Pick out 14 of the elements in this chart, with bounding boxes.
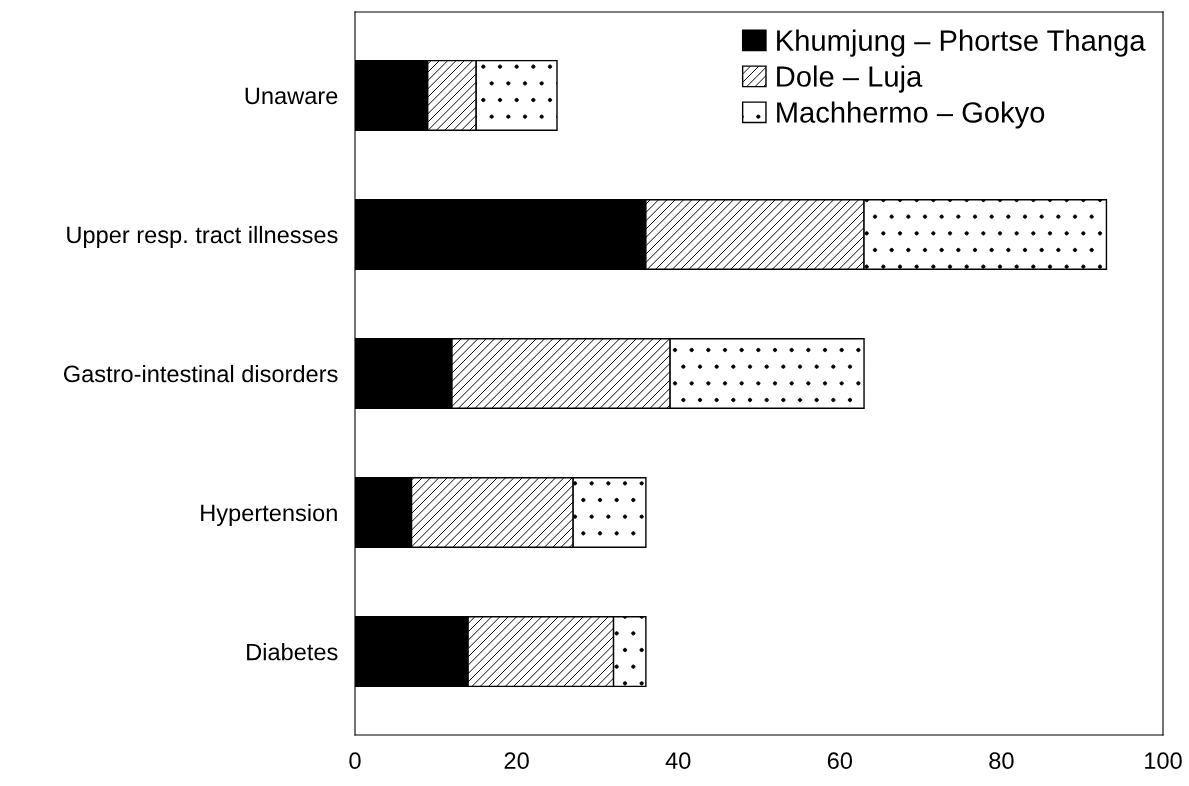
y-tick-label: Diabetes: [247, 643, 338, 661]
legend-label: Khumjung – Phortse Thanga: [777, 29, 1146, 57]
text: Machhermo – Gokyo: [777, 101, 1045, 129]
x-tick-label: 60: [827, 752, 853, 770]
y-tick-label: Gastro-intestinal disorders: [63, 364, 338, 383]
x-tick-label: 40: [665, 752, 691, 770]
y-tick-label: Unaware: [245, 87, 338, 105]
y-tick-label: Hypertension: [201, 503, 337, 526]
x-tick-label: 100: [1145, 752, 1182, 770]
x-tick-label: 80: [989, 752, 1014, 770]
x-tick-label: 20: [504, 752, 529, 770]
text: Dole – Luja: [777, 65, 923, 93]
y-tick-label: Upper resp. tract illnesses: [67, 225, 338, 248]
x-tick-label: 0: [349, 752, 361, 770]
